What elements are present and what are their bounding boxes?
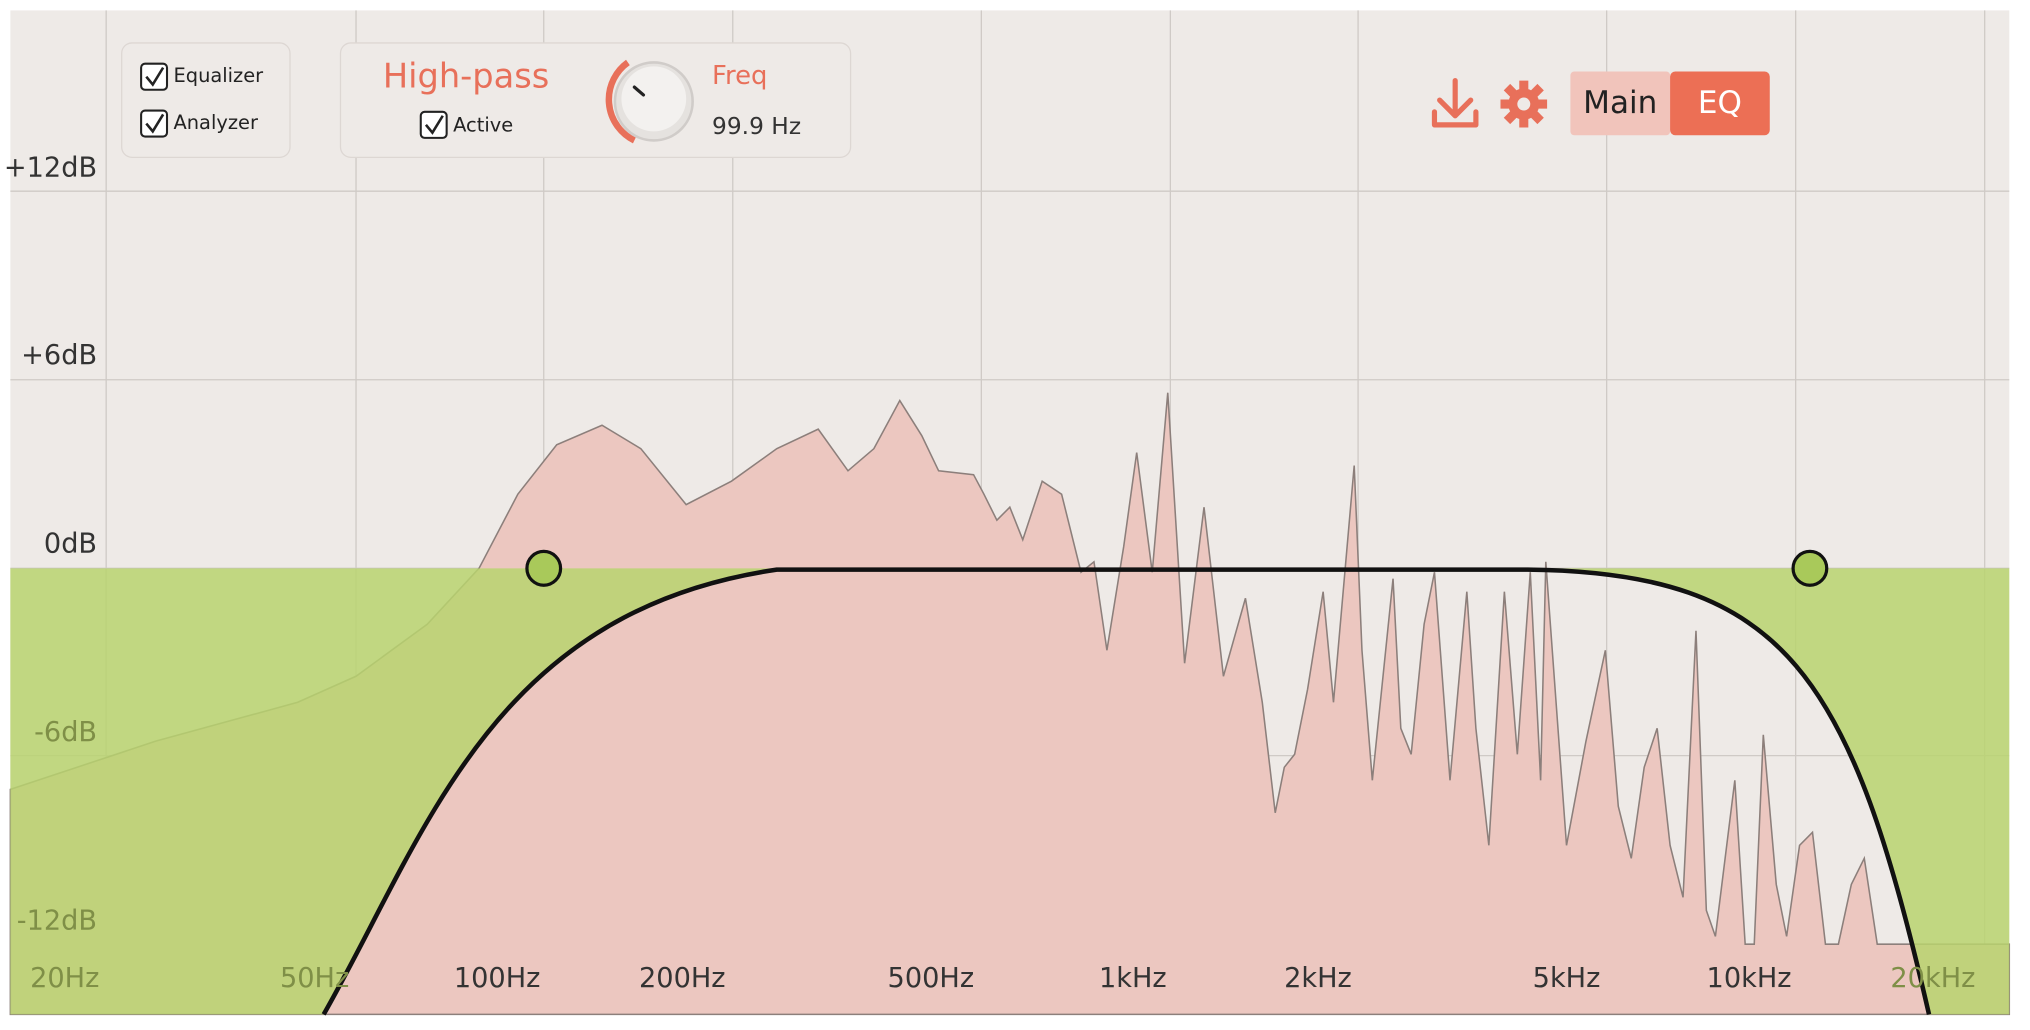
knob-pointer [632,85,646,97]
checkbox[interactable] [140,62,169,91]
tab[interactable] [1570,71,1671,136]
eq-curve [321,567,1932,1016]
filter-panel [339,42,852,159]
toggle-list: Equalizer Analyzer [140,62,263,138]
x-axis-label: 2kHz [1284,963,1352,994]
checkmark [145,66,165,87]
x-axis-label: 20Hz [30,963,99,994]
tab-group: Main EQ [1570,71,1770,136]
param-value: 99.9 Hz [712,112,801,140]
y-axis-label: +12dB [4,153,97,184]
x-axis-label: 500Hz [888,963,975,994]
settings-button[interactable] [1500,80,1548,128]
x-axis-label: 50Hz [280,963,349,994]
toggle-label: Analyzer [173,111,257,134]
y-axis-label: -6dB [34,717,97,748]
param-label: Freq [712,61,767,91]
toggle-label: Equalizer [173,64,263,87]
toggle-panel [121,42,291,159]
x-axis-label: 200Hz [639,963,726,994]
filter-name: High-pass [383,56,549,95]
y-axis-label: -12dB [17,906,97,937]
checkmark [145,113,165,134]
eq-handle[interactable] [525,549,563,587]
x-axis-label: 5kHz [1533,963,1601,994]
outside-filter-region [10,568,2010,1015]
y-axis-label: 0dB [44,528,97,559]
checkmark [424,115,444,135]
y-axis-label: +6dB [21,340,97,371]
axis-labels: +12dB +6dB 0dB -6dB -12dB 20Hz 50Hz 100Hz 200Hz 5… [4,153,1976,994]
knob-face [621,66,687,132]
x-axis-label: 100Hz [454,963,541,994]
active-label: Active [453,114,513,137]
download-button[interactable] [1431,78,1479,128]
x-axis-label: 20kHz [1890,963,1975,994]
tab-label: EQ [1698,85,1742,121]
x-axis-label: 1kHz [1099,963,1167,994]
knob-arc [605,59,636,144]
eq-handle[interactable] [1791,549,1829,587]
tab-label: Main [1583,85,1657,121]
spectrum [9,392,2011,1016]
x-axis-label: 10kHz [1707,963,1792,994]
tab[interactable] [1670,71,1770,136]
